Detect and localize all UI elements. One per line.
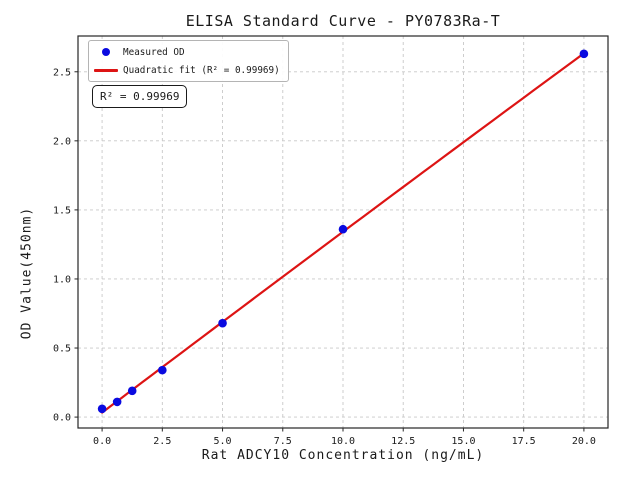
- data-point: [127, 386, 137, 396]
- x-tick-label: 12.5: [391, 436, 415, 447]
- x-tick-label: 17.5: [512, 436, 536, 447]
- y-axis-label: OD Value(450nm): [19, 206, 35, 340]
- x-tick-label: 10.0: [331, 436, 355, 447]
- legend-label-measured-od: Measured OD: [123, 46, 185, 58]
- y-tick-label: 2.0: [53, 136, 71, 147]
- fit-line-icon: [93, 68, 119, 72]
- y-tick-label: 0.0: [53, 413, 71, 424]
- data-point: [158, 365, 167, 375]
- legend-item-measured-od: Measured OD: [93, 45, 280, 59]
- y-tick-label: 1.5: [53, 205, 71, 216]
- data-point: [579, 49, 589, 59]
- x-tick-label: 5.0: [214, 436, 232, 447]
- x-tick-label: 15.0: [451, 436, 475, 447]
- y-tick-label: 0.5: [53, 344, 71, 355]
- x-tick-label: 2.5: [153, 436, 171, 447]
- x-tick-label: 7.5: [274, 436, 292, 447]
- plot-border: [77, 35, 609, 429]
- x-tick-label: 0.0: [93, 436, 111, 447]
- data-point: [338, 224, 348, 234]
- data-point: [112, 397, 122, 407]
- legend-label-quadratic-fit: Quadratic fit (R² = 0.99969): [123, 64, 280, 76]
- x-axis-label: Rat ADCY10 Concentration (ng/mL): [201, 448, 485, 463]
- r-squared-annotation: R² = 0.99969: [92, 85, 188, 108]
- legend: Measured OD Quadratic fit (R² = 0.99969): [88, 40, 289, 82]
- y-tick-label: 2.5: [53, 67, 71, 78]
- scatter-marker-icon: [93, 48, 119, 56]
- x-tick-label: 20.0: [572, 436, 596, 447]
- chart-title: ELISA Standard Curve - PY0783Ra-T: [185, 12, 501, 30]
- data-point: [218, 318, 227, 328]
- data-point: [97, 404, 107, 414]
- legend-item-quadratic-fit: Quadratic fit (R² = 0.99969): [93, 63, 280, 77]
- y-tick-label: 1.0: [53, 274, 71, 285]
